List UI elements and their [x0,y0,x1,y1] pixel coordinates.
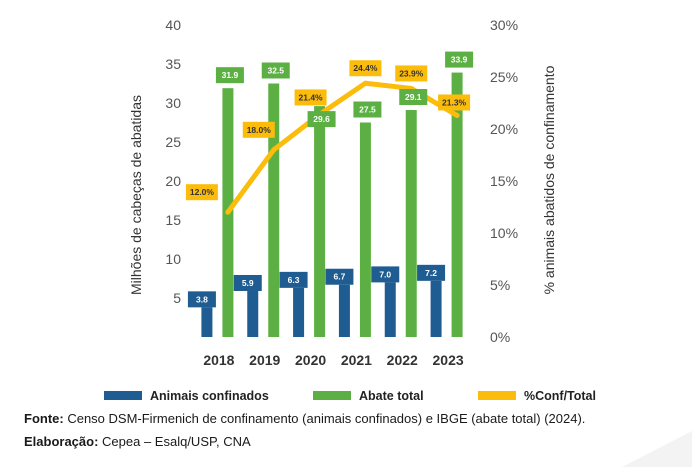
data-label-conf-total: 24.4% [353,63,378,73]
y-tick-label: 30 [165,95,181,111]
data-label-conf-total: 18.0% [247,125,272,135]
data-label-abate-total: 27.5 [359,105,376,115]
data-label-abate-total-box [445,51,474,68]
x-tick-label: 2022 [387,352,418,368]
data-label-conf-total-box [242,121,275,138]
bar-animais-confinados [338,284,350,337]
legend-swatch-abate-total [313,391,351,400]
x-tick-label: 2023 [433,352,464,368]
footer-credit-label: Elaboração: [24,434,99,449]
y2-tick-label: 10% [490,225,518,241]
bar-animais-confinados [293,287,305,337]
data-label-animais-confinados: 7.2 [425,268,437,278]
data-label-animais-confinados-box [325,268,354,285]
y-tick-label: 25 [165,134,181,150]
data-label-conf-total: 21.3% [442,97,467,107]
data-label-conf-total-box [438,94,471,111]
y-tick-label: 15 [165,212,181,228]
x-tick-label: 2021 [341,352,372,368]
data-label-conf-total-box [294,89,327,106]
data-label-animais-confinados: 6.7 [334,272,346,282]
y-axis-left-title: Milhões de cabeças de abatidas [128,95,144,295]
data-label-conf-total-box [395,65,428,82]
y2-tick-label: 25% [490,69,518,85]
data-label-abate-total-box [261,62,290,79]
footer-credit: Elaboração: Cepea – Esalq/USP, CNA [24,434,251,449]
data-label-animais-confinados-box [187,291,216,308]
y2-tick-label: 0% [490,329,510,345]
data-label-conf-total: 12.0% [190,187,215,197]
data-label-animais-confinados: 3.8 [196,294,208,304]
data-label-conf-total: 21.4% [299,92,324,102]
decorative-corner [622,431,692,467]
data-label-abate-total: 31.9 [222,70,239,80]
data-label-animais-confinados: 5.9 [242,278,254,288]
data-label-animais-confinados-box [417,264,446,281]
y-axis-left-ticks: 5 10 15 20 25 30 35 40 [165,17,181,306]
footer-credit-text: Cepea – Esalq/USP, CNA [98,434,251,449]
data-label-abate-total-box [215,67,244,84]
y-tick-label: 5 [173,290,181,306]
data-label-animais-confinados-box [233,274,262,291]
bar-abate-total [405,110,417,338]
data-label-abate-total: 33.9 [451,55,468,65]
data-labels: 3.8 31.9 12.0% 5.9 32.5 18.0% 6.3 29.6 21.4% 6.7 2… [185,51,474,308]
bar-animais-confinados [384,282,396,337]
y-axis-right-ticks: 0% 5% 10% 15% 20% 25% 30% [490,17,518,345]
data-label-conf-total-box [185,184,218,201]
legend-swatch-animais-confinados [104,391,142,400]
legend-label-conf-total: %Conf/Total [524,389,596,403]
bar-abate-total [268,83,280,337]
bar-abate-total [359,122,371,337]
legend-label-animais-confinados: Animais confinados [150,389,269,403]
data-label-abate-total-box [307,111,336,128]
bar-animais-confinados [430,280,442,337]
x-tick-label: 2019 [249,352,280,368]
bar-animais-confinados [201,307,213,337]
footer-source-text: Censo DSM-Firmenich de confinamento (ani… [63,411,586,426]
y2-tick-label: 20% [490,121,518,137]
y-axis-right-title: % animais abatidos de confinamento [541,65,557,294]
y-tick-label: 35 [165,56,181,72]
data-label-conf-total-box [349,60,382,77]
y2-tick-label: 30% [490,17,518,33]
data-label-abate-total-box [399,89,428,106]
bar-abate-total [314,106,326,338]
legend: Animais confinados Abate total %Conf/Tot… [104,389,596,403]
data-label-abate-total: 32.5 [267,66,284,76]
legend-swatch-conf-total [478,391,516,400]
footer-source: Fonte: Censo DSM-Firmenich de confinamen… [24,411,585,426]
x-axis-ticks: 2018 2019 2020 2021 2022 2023 [203,352,464,368]
data-label-abate-total-box [353,101,382,118]
data-label-animais-confinados: 7.0 [379,269,391,279]
line-point-conf-total [362,80,368,86]
line-point-conf-total [454,112,460,118]
footer-source-label: Fonte: [24,411,64,426]
data-label-animais-confinados-box [279,271,308,288]
y-tick-label: 20 [165,173,181,189]
data-label-abate-total: 29.1 [405,92,422,102]
x-tick-label: 2018 [203,352,234,368]
y2-tick-label: 15% [490,173,518,189]
data-label-animais-confinados-box [371,266,400,283]
data-label-animais-confinados: 6.3 [288,275,300,285]
y-tick-label: 40 [165,17,181,33]
bar-abate-total [451,72,463,337]
data-label-conf-total: 23.9% [399,68,424,78]
y-tick-label: 10 [165,251,181,267]
x-tick-label: 2020 [295,352,326,368]
y2-tick-label: 5% [490,277,510,293]
line-point-conf-total [225,209,231,215]
bar-animais-confinados [247,290,259,337]
legend-label-abate-total: Abate total [359,389,424,403]
data-label-abate-total: 29.6 [313,114,330,124]
line-point-conf-total [271,147,277,153]
